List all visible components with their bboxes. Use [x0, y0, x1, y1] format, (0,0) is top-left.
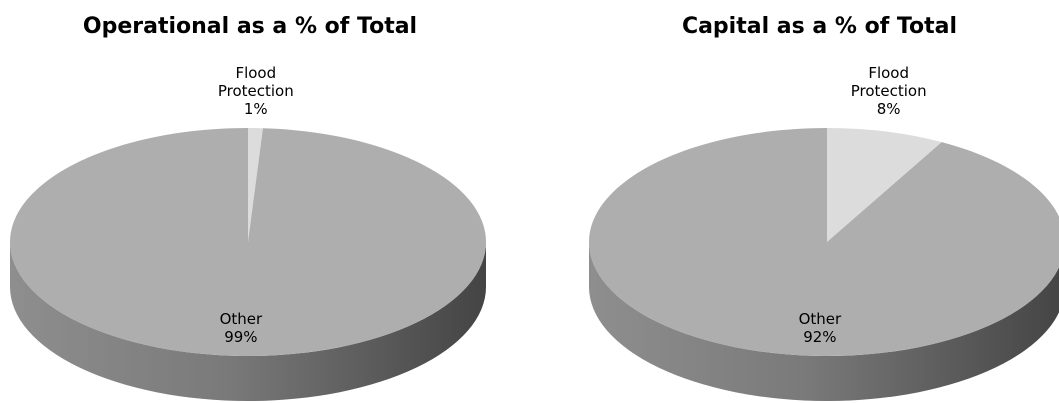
capital-chart: Capital as a % of Total Flood Protection 8…: [580, 0, 1059, 403]
capital-pie: Flood Protection 8% Other 92%: [589, 64, 1059, 401]
slice-label-flood-protection: Flood Protection 8%: [851, 64, 927, 118]
pie-slice-flood-protection: [827, 128, 942, 242]
slice-label-other: Other 99%: [220, 310, 263, 346]
operational-pie: Flood Protection 1% Other 99%: [9, 64, 486, 401]
pie-slice-other: [589, 128, 1059, 356]
pie-side-wall: [10, 242, 486, 401]
pie-slice-other: [9, 128, 486, 356]
operational-chart: Operational as a % of Total Flood Protect…: [0, 0, 500, 403]
slice-label-flood-protection: Flood Protection 1%: [218, 64, 294, 118]
chart-title: Operational as a % of Total: [82, 14, 418, 39]
pie-side-wall: [589, 242, 1059, 401]
slice-label-other: Other 92%: [799, 310, 842, 346]
chart-title: Capital as a % of Total: [681, 14, 958, 39]
pie-slice-flood-protection: [248, 128, 263, 242]
